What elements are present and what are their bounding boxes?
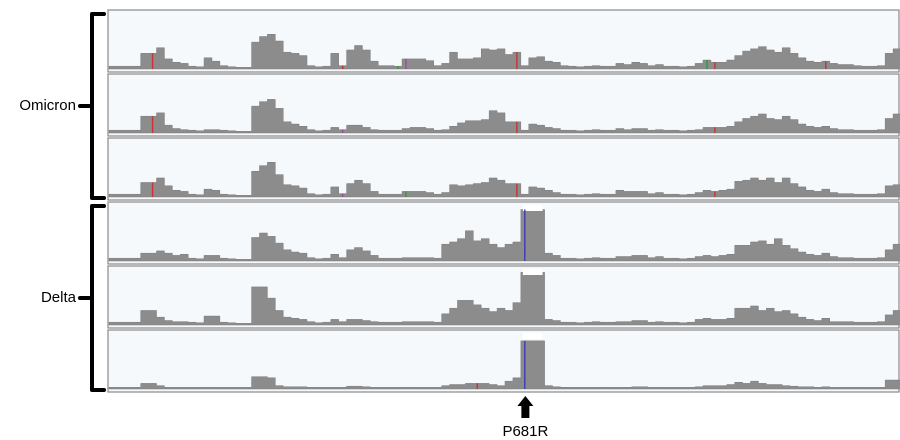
- coverage-area: [108, 162, 900, 198]
- coverage-area: [108, 340, 900, 390]
- coverage-area: [108, 99, 900, 134]
- tracks-layer: [107, 9, 900, 393]
- track-frame: [107, 329, 900, 393]
- coverage-track: [107, 9, 900, 73]
- coverage-area: [108, 272, 900, 326]
- group-label-delta: Delta: [40, 289, 76, 306]
- group-bracket: [78, 12, 106, 200]
- coverage-track: [107, 201, 900, 265]
- group-bracket: [78, 204, 106, 392]
- coverage-track: [107, 137, 900, 201]
- coverage-cap-highlight: [522, 269, 543, 275]
- mutation-label: P681R: [502, 423, 549, 440]
- coverage-track: [107, 73, 900, 137]
- coverage-cap-highlight: [522, 205, 543, 211]
- up-arrow-icon: [517, 396, 534, 418]
- coverage-cap-highlight: [522, 333, 543, 339]
- group-label-omicron: Omicron: [19, 97, 76, 114]
- annotation-arrow: [517, 396, 534, 418]
- coverage-track: [107, 265, 900, 329]
- coverage-track: [107, 329, 900, 393]
- coverage-area: [108, 209, 900, 262]
- coverage-area: [108, 34, 900, 70]
- brackets-layer: [78, 12, 106, 392]
